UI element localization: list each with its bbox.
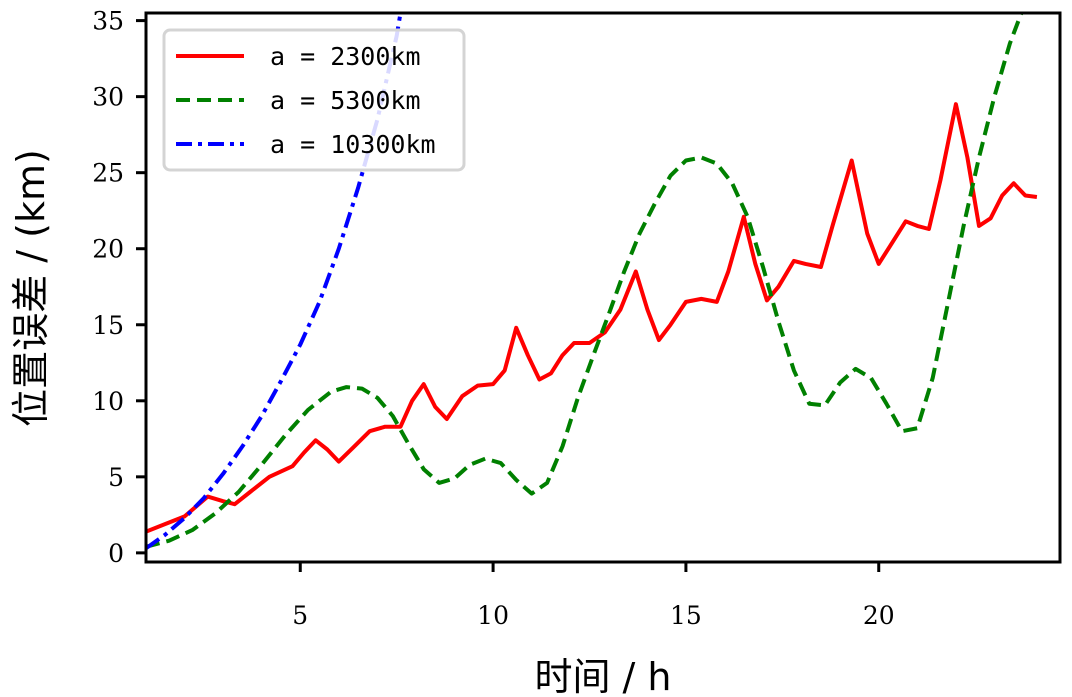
ticks-layer: 5 10 15 20 0 5 10 15 20 25 30 35: [92, 7, 894, 630]
y-tick-label: 25: [92, 159, 124, 188]
series-line-1: [146, 102, 1038, 534]
x-tick-label: 15: [670, 601, 702, 630]
legend-label-1: a = 2300km: [270, 42, 421, 71]
y-tick-label: 10: [92, 387, 124, 416]
y-tick-label: 30: [92, 83, 124, 112]
plot-frame: [144, 11, 1062, 564]
legend: a = 2300km a = 5300km a = 10300km: [162, 28, 466, 172]
legend-label-2: a = 5300km: [270, 86, 421, 115]
x-tick-label: 10: [477, 601, 509, 630]
x-tick-label: 5: [292, 601, 308, 630]
y-tick-label: 35: [92, 7, 124, 36]
x-tick-label: 20: [863, 601, 895, 630]
y-tick-label: 0: [108, 539, 124, 568]
x-axis-label: 时间 / h: [534, 655, 671, 697]
legend-box: [162, 28, 466, 172]
y-axis-label: 位置误差 / (km): [9, 149, 53, 427]
y-tick-label: 5: [108, 463, 124, 492]
series-line-2: [146, 13, 1024, 549]
y-tick-label: 15: [92, 311, 124, 340]
y-tick-label: 20: [92, 235, 124, 264]
legend-label-3: a = 10300km: [270, 130, 436, 159]
